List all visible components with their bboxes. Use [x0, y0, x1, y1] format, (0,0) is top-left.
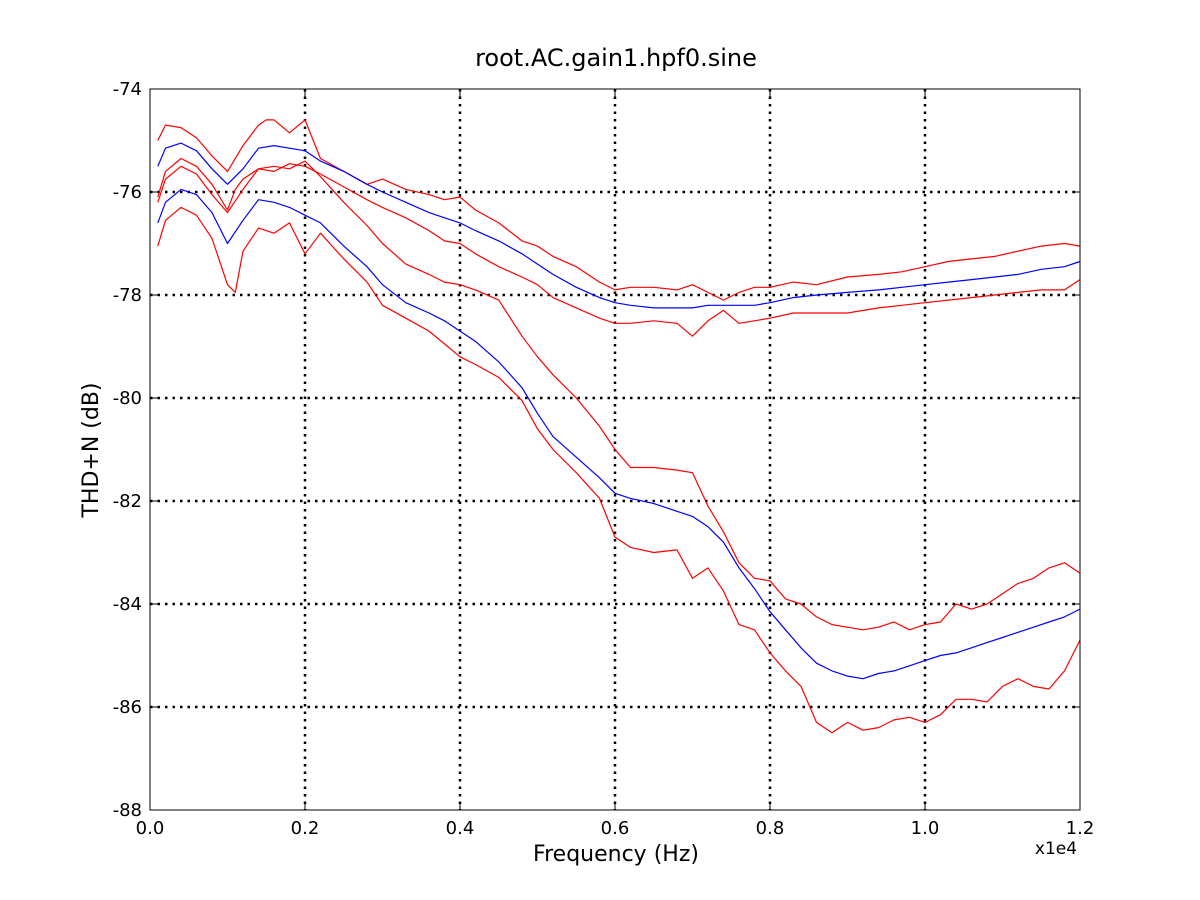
x-tick-label: 0.8: [756, 818, 785, 839]
x-tick-label: 0.2: [291, 818, 320, 839]
series-line-2: [157, 142, 1081, 309]
y-tick-label: -82: [113, 491, 142, 512]
y-tick-label: -80: [113, 388, 142, 409]
x-tick-label: 1.0: [911, 818, 940, 839]
y-tick-label: -78: [113, 285, 142, 306]
series-line-5: [157, 188, 1081, 680]
series-line-3: [157, 157, 1081, 337]
y-tick-label: -76: [113, 182, 142, 203]
x-tick-labels: 0.0 0.2 0.4 0.6 0.8 1.0 1.2: [136, 818, 1095, 839]
axis-ticks: [149, 88, 1081, 811]
y-tick-labels: -74 -76 -78 -80 -82 -84 -86 -88: [113, 79, 142, 821]
series-line-4: [157, 160, 1081, 631]
series-line-6: [157, 206, 1081, 734]
chart-title: root.AC.gain1.hpf0.sine: [475, 44, 757, 72]
y-tick-label: -84: [113, 594, 142, 615]
x-tick-label: 0.0: [136, 818, 165, 839]
series-line-1: [157, 119, 1081, 301]
x-multiplier-label: x1e4: [1035, 839, 1077, 859]
x-axis-label: Frequency (Hz): [533, 842, 699, 867]
series-layer: [157, 119, 1081, 734]
y-tick-label: -74: [113, 79, 142, 100]
y-tick-label: -88: [113, 800, 142, 821]
y-axis-label: THD+N (dB): [79, 382, 104, 518]
x-tick-label: 0.6: [601, 818, 630, 839]
y-tick-label: -86: [113, 697, 142, 718]
x-tick-label: 0.4: [446, 818, 475, 839]
grid-lines: [150, 89, 1080, 810]
x-tick-label: 1.2: [1066, 818, 1095, 839]
